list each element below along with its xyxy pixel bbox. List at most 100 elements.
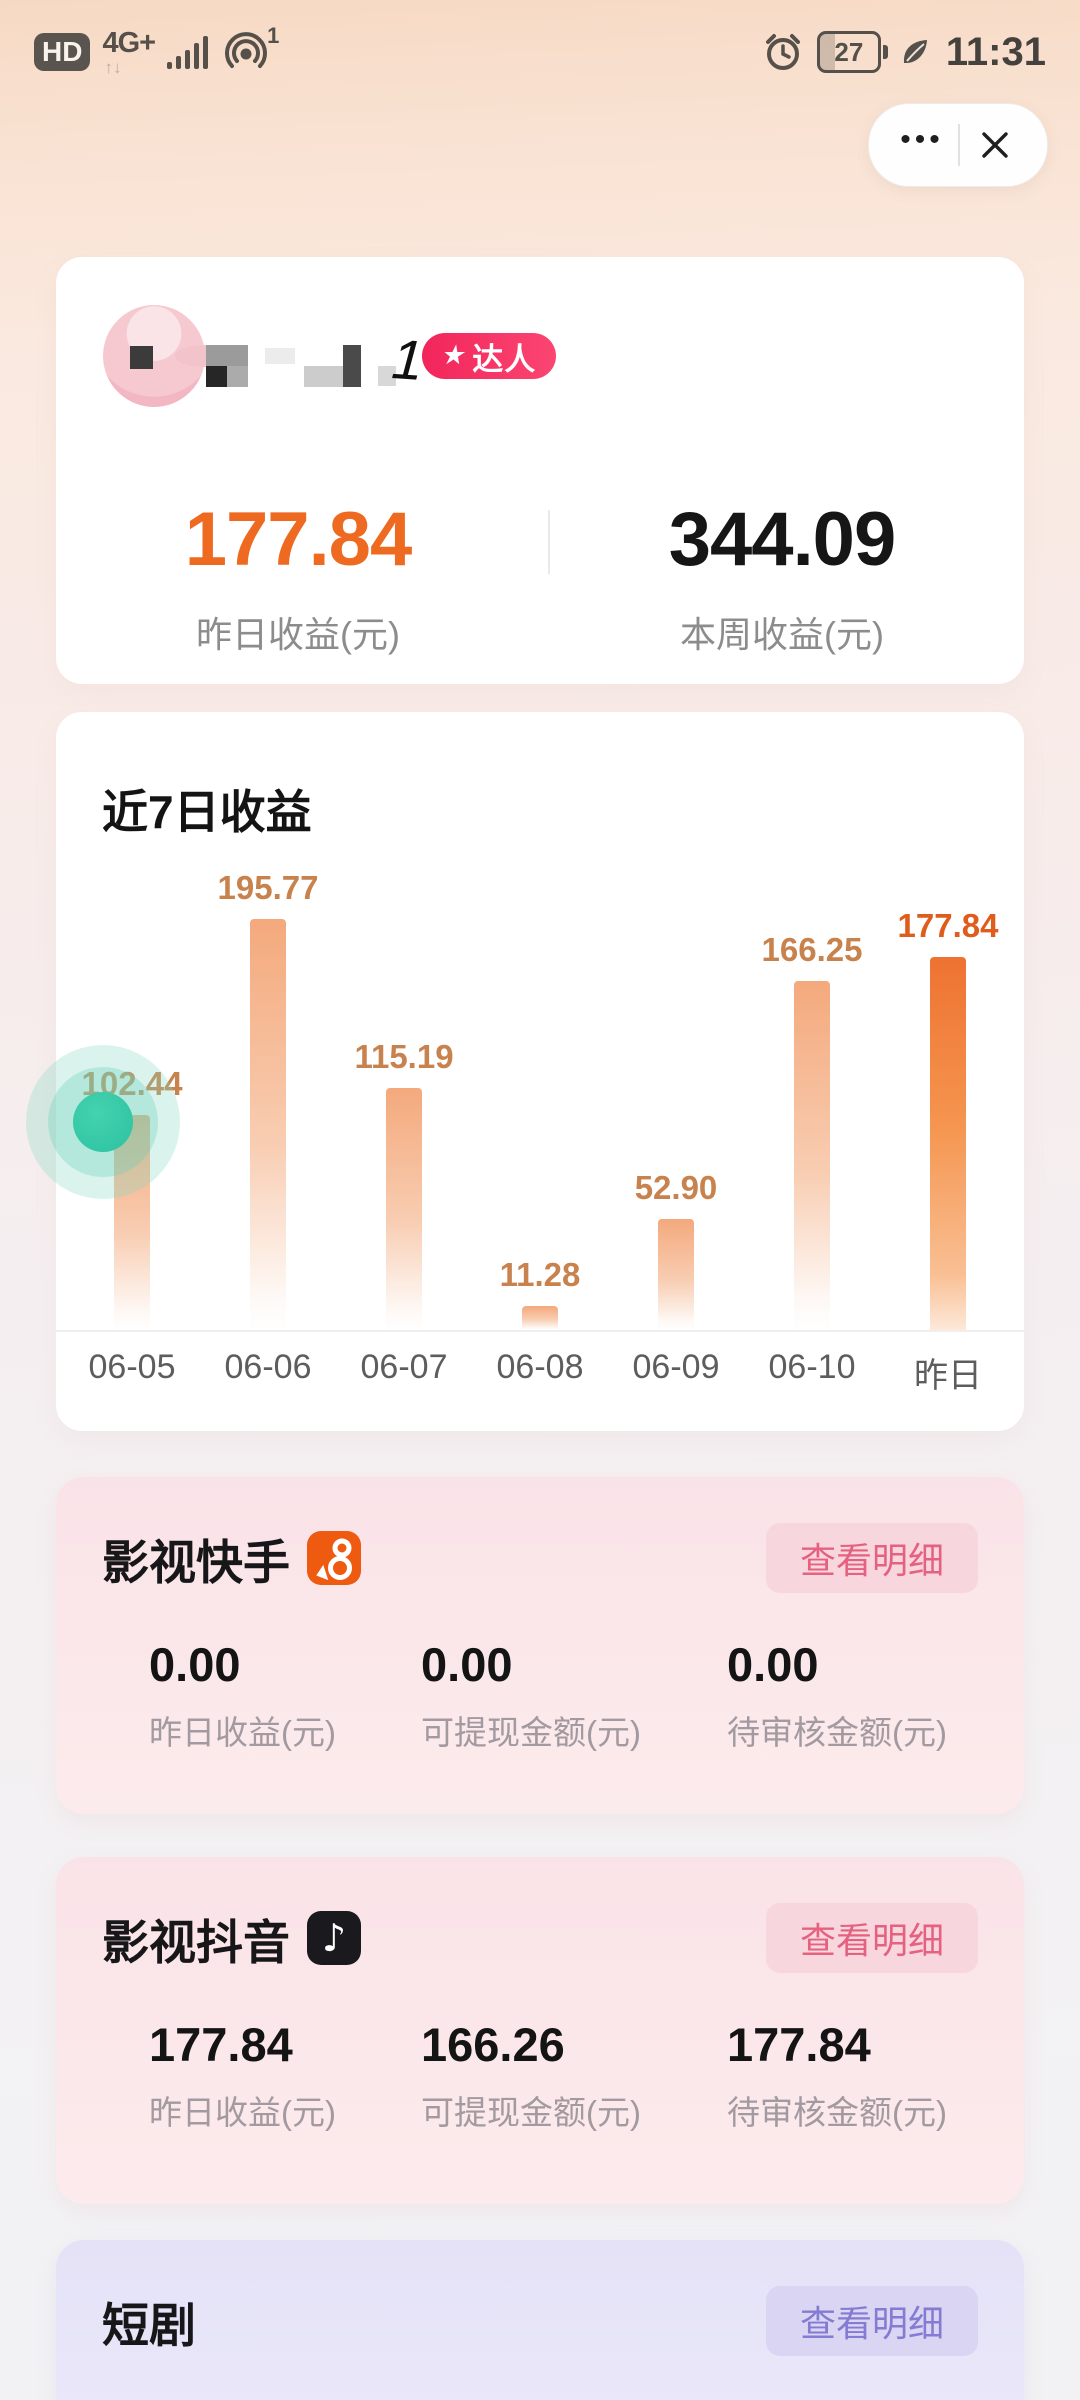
douyin-earnings-card: 影视抖音 ♪ 查看明细 177.84 昨日收益(元) 166.26 可提现金额(… <box>56 1857 1024 2204</box>
stat-column: 0.00 可提现金额(元) <box>421 1637 727 1754</box>
miniprogram-capsule: ••• <box>868 103 1048 187</box>
masked-name-block <box>227 366 248 387</box>
stat-value: 166.26 <box>421 2018 565 2071</box>
chart-title: 近7日收益 <box>102 786 312 838</box>
kuaishou-card-title: 影视快手 <box>102 1524 362 1593</box>
stat-label: 可提现金额(元) <box>421 2094 641 2131</box>
short-drama-title-text: 短剧 <box>102 2298 196 2352</box>
star-icon: ★ <box>439 339 470 370</box>
stat-column: 166.26 可提现金额(元) <box>421 2017 727 2134</box>
x-axis-label: 06-07 <box>360 1348 448 1386</box>
masked-name-block <box>206 345 248 366</box>
x-axis-label: 昨日 <box>914 1357 982 1395</box>
hotspot-icon: 1 <box>223 23 279 75</box>
kuaishou-title-text: 影视快手 <box>102 1535 290 1589</box>
bar-value-label: 166.25 <box>761 931 863 968</box>
stat-value: 177.84 <box>149 2018 293 2071</box>
vertical-divider <box>548 510 550 574</box>
clock-time: 11:31 <box>945 29 1046 74</box>
douyin-title-text: 影视抖音 <box>102 1915 290 1969</box>
week-earnings-label: 本周收益(元) <box>680 614 884 655</box>
seven-day-chart-card: 近7日收益 102.44 195.77 115.19 11.28 52.90 166.25… <box>56 712 1024 1431</box>
avatar[interactable] <box>103 305 231 407</box>
bar <box>794 981 830 1330</box>
stat-value: 0.00 <box>727 1638 819 1691</box>
bar-column: 177.84 <box>880 907 1016 1330</box>
masked-name-block <box>378 366 396 386</box>
stat-label: 可提现金额(元) <box>421 1714 641 1751</box>
x-axis-line <box>56 1330 1024 1332</box>
username-visible-char: 1 <box>389 326 426 393</box>
kuaishou-earnings-card: 影视快手 查看明细 0.00 昨日收益(元) 0.00 可提现金 <box>56 1477 1024 1814</box>
summary-values: 177.84 昨日收益(元) 344.09 本周收益(元) <box>56 502 1024 658</box>
douyin-stats-row: 177.84 昨日收益(元) 166.26 可提现金额(元) 177.84 待审… <box>56 2017 1024 2134</box>
short-drama-card-title: 短剧 <box>102 2287 196 2356</box>
masked-name-block <box>304 366 344 387</box>
douyin-icon: ♪ <box>306 1910 362 1966</box>
x-axis-label: 06-06 <box>224 1348 312 1386</box>
stat-label: 昨日收益(元) <box>149 1714 336 1751</box>
battery-percent: 27 <box>816 31 881 73</box>
stat-column: 0.00 待审核金额(元) <box>727 1637 1024 1754</box>
x-axis-label: 06-08 <box>496 1348 584 1386</box>
stat-column: 177.84 昨日收益(元) <box>149 2017 421 2134</box>
douyin-card-title: 影视抖音 ♪ <box>102 1904 362 1973</box>
stat-column: 177.84 待审核金额(元) <box>727 2017 1024 2134</box>
capsule-divider <box>957 124 960 166</box>
bar-value-label: 195.77 <box>217 869 319 906</box>
masked-name-block <box>343 345 361 387</box>
masked-name-block <box>130 346 153 369</box>
hd-icon: HD <box>34 33 91 71</box>
power-saving-leaf-icon <box>900 37 930 67</box>
earnings-summary-card: 1 ★ 达人 177.84 昨日收益(元) 344.09 本周收益(元) <box>56 257 1024 684</box>
bar-value-label: 177.84 <box>897 907 999 944</box>
stat-label: 昨日收益(元) <box>149 2094 336 2131</box>
stat-value: 0.00 <box>421 1638 513 1691</box>
svg-text:♪: ♪ <box>322 1916 346 1960</box>
network-type: 4G+ ↑↓ <box>102 26 156 77</box>
bar-column: 11.28 <box>472 1256 608 1330</box>
bar-column: 166.25 <box>744 931 880 1330</box>
stat-value: 0.00 <box>149 1638 241 1691</box>
stat-label: 待审核金额(元) <box>727 1714 947 1751</box>
yesterday-earnings: 177.84 昨日收益(元) <box>56 502 540 658</box>
week-earnings-value: 344.09 <box>668 497 896 582</box>
kuaishou-view-details-button[interactable]: 查看明细 <box>765 1523 978 1593</box>
short-drama-earnings-card: 短剧 查看明细 <box>56 2240 1024 2400</box>
x-axis-label: 06-05 <box>88 1348 176 1386</box>
traffic-arrows-icon: ↑↓ <box>104 57 122 77</box>
x-axis-labels: 06-05 06-06 06-07 06-08 06-09 06-10 昨日 <box>64 1348 1016 1397</box>
bar <box>250 919 286 1330</box>
bar-value-label: 115.19 <box>354 1038 454 1075</box>
more-options-button[interactable]: ••• <box>900 123 944 156</box>
masked-name-block <box>265 348 295 364</box>
week-earnings: 344.09 本周收益(元) <box>540 502 1024 658</box>
stat-label: 待审核金额(元) <box>727 2094 947 2131</box>
battery-icon: 27 <box>816 31 888 73</box>
bar <box>658 1219 694 1330</box>
hotspot-count: 1 <box>267 23 280 48</box>
bar <box>114 1115 150 1330</box>
bar <box>522 1306 558 1330</box>
bar-value-label: 11.28 <box>499 1256 581 1293</box>
fab-core-button[interactable] <box>73 1092 133 1152</box>
short-drama-view-details-button[interactable]: 查看明细 <box>765 2286 978 2356</box>
status-bar: HD 4G+ ↑↓ 1 <box>0 14 1080 90</box>
bar-column: 115.19 <box>336 1038 472 1330</box>
daren-badge: ★ 达人 <box>422 333 557 379</box>
signal-strength-icon <box>167 34 211 70</box>
x-axis-label: 06-09 <box>632 1348 720 1386</box>
bar <box>930 957 966 1330</box>
x-axis-label: 06-10 <box>768 1348 856 1386</box>
kuaishou-icon <box>306 1530 362 1586</box>
alarm-icon <box>761 30 805 74</box>
daren-badge-label: 达人 <box>472 341 537 377</box>
close-button[interactable] <box>960 124 1016 166</box>
bar-column: 195.77 <box>200 869 336 1330</box>
yesterday-earnings-value: 177.84 <box>184 497 412 582</box>
stat-column: 0.00 昨日收益(元) <box>149 1637 421 1754</box>
douyin-view-details-button[interactable]: 查看明细 <box>765 1903 978 1973</box>
yesterday-earnings-label: 昨日收益(元) <box>196 614 400 655</box>
profile-row: 1 ★ 达人 <box>56 257 1024 427</box>
